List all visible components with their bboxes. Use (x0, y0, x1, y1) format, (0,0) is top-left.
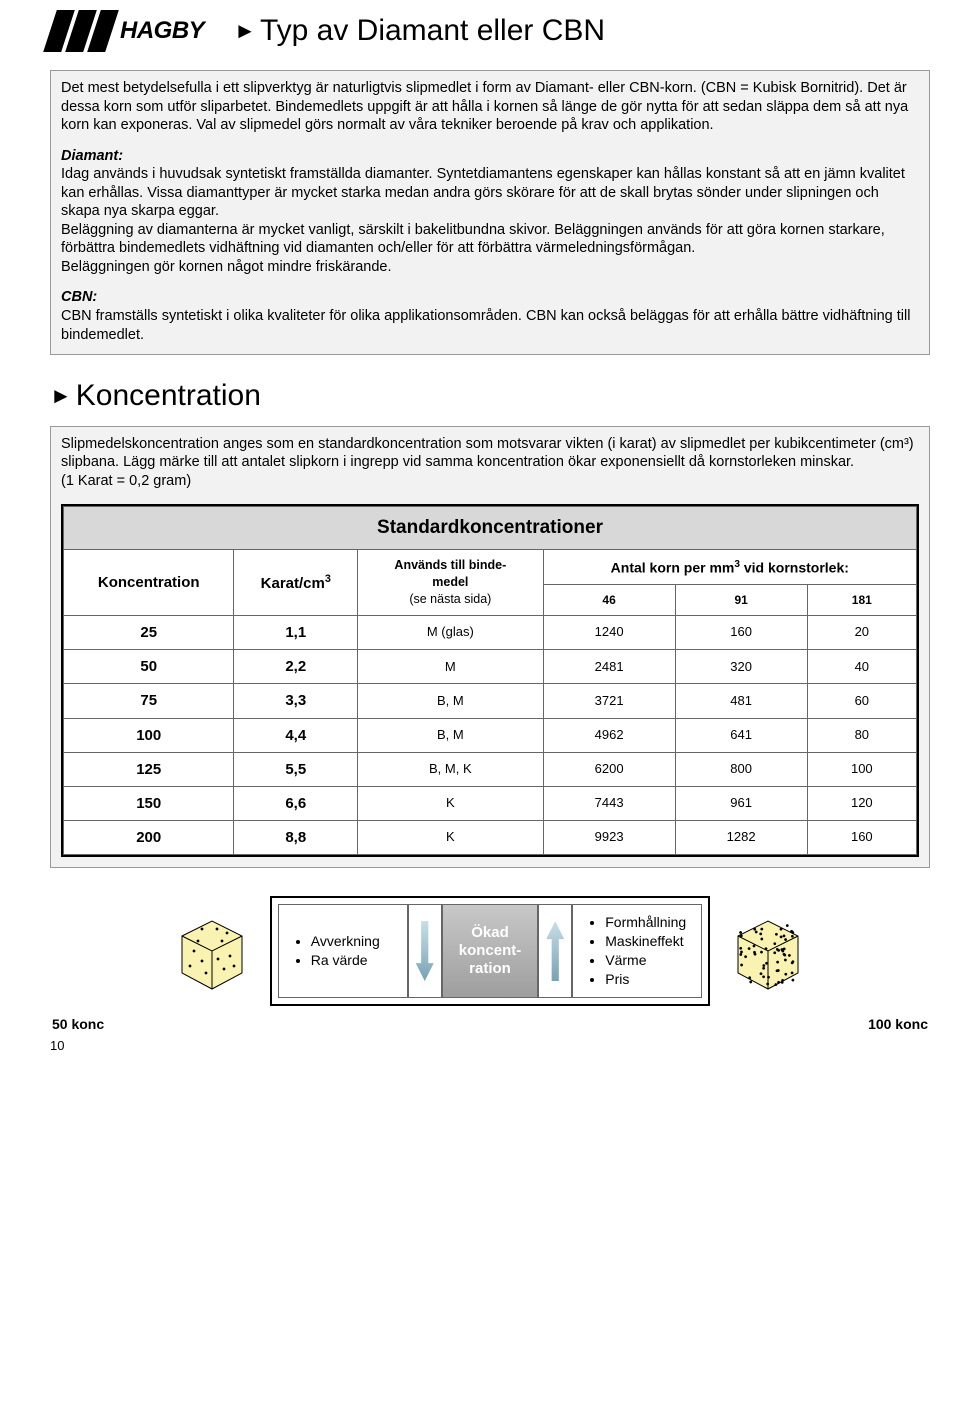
table-row: 502,2M248132040 (64, 650, 917, 684)
table-row: 2008,8K99231282160 (64, 821, 917, 855)
cube-dense-icon (728, 911, 808, 991)
info-left-cell: AvverkningRa värde (278, 904, 408, 998)
section-title: Koncentration (76, 379, 261, 412)
table-row: 1255,5B, M, K6200800100 (64, 752, 917, 786)
col-binde-l3: (se nästa sida) (409, 592, 491, 606)
hagby-logo: HAGBY (50, 10, 204, 52)
diamant-heading: Diamant: (61, 148, 123, 164)
header: HAGBY ►Typ av Diamant eller CBN (50, 10, 930, 52)
cbn-section: CBN: CBN framställs syntetiskt i olika k… (61, 288, 919, 344)
table-row: 1506,6K7443961120 (64, 787, 917, 821)
diamant-section: Diamant: Idag används i huvudsak synteti… (61, 147, 919, 277)
section-koncentration: ►Koncentration (50, 377, 930, 415)
info-bar: AvverkningRa värde Ökadkoncent-ration Fo… (50, 896, 930, 1006)
table-title: Standardkoncentrationer (64, 507, 917, 550)
col-binde: Används till binde- medel (se nästa sida… (358, 550, 543, 616)
page-title: ►Typ av Diamant eller CBN (234, 12, 930, 50)
col-binde-l2: medel (432, 575, 468, 589)
cbn-body: CBN framställs syntetiskt i olika kvalit… (61, 308, 910, 343)
logo-stripes-icon (43, 10, 119, 52)
cbn-heading: CBN: (61, 289, 97, 305)
col-antal-text: Antal korn per mm (611, 559, 735, 575)
table-row: 251,1M (glas)124016020 (64, 616, 917, 650)
table-row: 1004,4B, M496264180 (64, 718, 917, 752)
list-item: Ra värde (311, 951, 393, 970)
col-46: 46 (543, 585, 675, 616)
arrow-up-icon (546, 921, 564, 981)
arrow-down-icon (416, 921, 434, 981)
page-number: 10 (50, 1038, 930, 1055)
intro-paragraph: Det mest betydelsefulla i ett slipverkty… (61, 79, 919, 135)
intro-box: Det mest betydelsefulla i ett slipverkty… (50, 70, 930, 355)
cube-left-label: 50 konc (52, 1016, 104, 1034)
diamant-body: Idag används i huvudsak syntetiskt frams… (61, 166, 905, 275)
col-binde-l1: Används till binde- (394, 558, 506, 572)
info-right-cell: FormhållningMaskineffektVärmePris (572, 904, 702, 998)
col-konc: Koncentration (64, 550, 234, 616)
triangle-right-icon: ► (50, 383, 72, 408)
list-item: Formhållning (605, 913, 687, 932)
cube-sparse-icon (172, 911, 252, 991)
col-antal: Antal korn per mm3 vid kornstorlek: (543, 550, 916, 585)
title-text: Typ av Diamant eller CBN (260, 14, 605, 47)
koncentration-box: Slipmedelskoncentration anges som en sta… (50, 426, 930, 869)
cube-labels: 50 konc 100 konc (52, 1016, 928, 1034)
col-karat-text: Karat/cm (261, 575, 325, 592)
col-karat: Karat/cm3 (234, 550, 358, 616)
konc-intro: Slipmedelskoncentration anges som en sta… (61, 435, 919, 491)
logo-text: HAGBY (120, 16, 204, 47)
arrow-down-cell (408, 904, 442, 998)
triangle-right-icon: ► (234, 18, 256, 43)
list-item: Värme (605, 951, 687, 970)
cube-right-label: 100 konc (868, 1016, 928, 1034)
col-181: 181 (807, 585, 916, 616)
list-item: Pris (605, 970, 687, 989)
info-panel: AvverkningRa värde Ökadkoncent-ration Fo… (270, 896, 711, 1006)
col-91: 91 (675, 585, 807, 616)
arrow-up-cell (538, 904, 572, 998)
list-item: Maskineffekt (605, 932, 687, 951)
info-center-cell: Ökadkoncent-ration (442, 904, 539, 998)
col-antal-tail: vid kornstorlek: (740, 559, 849, 575)
list-item: Avverkning (311, 932, 393, 951)
table-row: 753,3B, M372148160 (64, 684, 917, 718)
konc-table-wrap: Standardkoncentrationer Koncentration Ka… (61, 504, 919, 857)
konc-table: Standardkoncentrationer Koncentration Ka… (63, 506, 917, 855)
